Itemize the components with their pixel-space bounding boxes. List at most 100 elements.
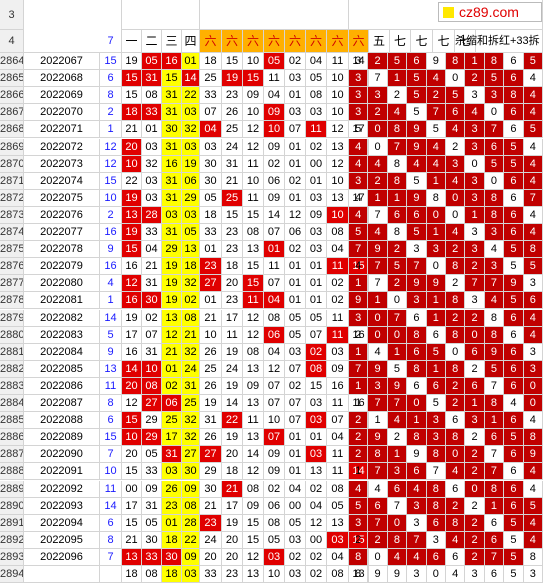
- group2-cell: 08: [264, 514, 285, 532]
- group1-cell: 03: [142, 189, 162, 207]
- group3-cell: 6: [484, 138, 505, 156]
- group2-cell: 02: [285, 548, 306, 566]
- group2-cell: 21: [200, 497, 222, 515]
- group1-cell: 08: [182, 497, 200, 515]
- group3-cell: 3: [349, 87, 369, 105]
- group1-cell: 05: [142, 446, 162, 464]
- group1-cell: 31: [142, 343, 162, 361]
- count-cell: 13: [100, 360, 122, 378]
- group2-cell: 10: [243, 104, 264, 122]
- group1-cell: 02: [162, 377, 182, 395]
- group3-cell: 8: [484, 326, 505, 344]
- group2-cell: 01: [285, 258, 306, 276]
- group2-cell: 18: [200, 53, 222, 71]
- group2-cell: 01: [285, 138, 306, 156]
- group3-cell: 8: [446, 292, 466, 310]
- group2-cell: 23: [222, 241, 243, 259]
- group1-cell: 30: [162, 548, 182, 566]
- issue-id-cell: 2022082: [24, 309, 100, 327]
- group2-cell: 03: [285, 531, 306, 549]
- group1-cell: 12: [122, 395, 142, 413]
- group2-cell: 01: [285, 292, 306, 310]
- row-header: 2865: [0, 70, 24, 88]
- group3-header: 七: [433, 30, 455, 53]
- group3-cell: 4: [426, 70, 446, 88]
- group2-cell: 03: [285, 566, 306, 583]
- group3-cell: 0: [387, 292, 408, 310]
- group1-header: 三: [162, 30, 182, 53]
- group3-cell: 4: [523, 463, 543, 481]
- group2-cell: 18: [200, 206, 222, 224]
- group2-cell: 15: [222, 206, 243, 224]
- issue-id-cell: 2022075: [24, 189, 100, 207]
- group2-cell: 25: [222, 189, 243, 207]
- row-header: 2892: [0, 531, 24, 549]
- group2-cell: 02: [327, 275, 349, 293]
- group3-cell: 0: [446, 446, 466, 464]
- group3-cell: 8: [426, 480, 446, 498]
- group2-cell: 01: [285, 429, 306, 447]
- group2-cell: 07: [200, 104, 222, 122]
- group1-cell: 01: [182, 53, 200, 71]
- group1-cell: 15: [122, 241, 142, 259]
- group3-cell: 8: [387, 531, 408, 549]
- group2-cell: 01: [306, 258, 327, 276]
- group3-cell: 9: [484, 343, 505, 361]
- count-cell: 10: [100, 189, 122, 207]
- group2-cell: 04: [264, 343, 285, 361]
- group3-cell: 5: [426, 395, 446, 413]
- group2-cell: 30: [200, 172, 222, 190]
- issue-id-cell: 2022094: [24, 514, 100, 532]
- issue-id-cell: 2022085: [24, 360, 100, 378]
- group3-cell: 3: [523, 343, 543, 361]
- group2-cell: 08: [243, 343, 264, 361]
- group1-top: [122, 0, 200, 30]
- group1-cell: 20: [122, 138, 142, 156]
- group2-cell: 05: [285, 309, 306, 327]
- group3-cell: 5: [523, 258, 543, 276]
- group1-cell: 03: [142, 138, 162, 156]
- group1-cell: 33: [142, 224, 162, 242]
- group3-cell: 8: [426, 446, 446, 464]
- group3-cell: 7: [387, 138, 408, 156]
- group1-cell: 16: [162, 53, 182, 71]
- group1-cell: 08: [142, 87, 162, 105]
- group3-cell: 5: [484, 360, 505, 378]
- group2-cell: 09: [264, 446, 285, 464]
- issue-id-cell: 2022077: [24, 224, 100, 242]
- issue-id-cell: 2022076: [24, 206, 100, 224]
- group3-cell: 9: [387, 377, 408, 395]
- group2-cell: 03: [306, 446, 327, 464]
- group1-cell: 31: [162, 138, 182, 156]
- group3-cell: 0: [368, 138, 388, 156]
- group3-cell: 0: [465, 480, 485, 498]
- group2-cell: 21: [222, 172, 243, 190]
- group2-cell: 30: [200, 155, 222, 173]
- group2-cell: 12: [306, 514, 327, 532]
- group1-cell: 14: [182, 70, 200, 88]
- group3-cell: 6: [504, 463, 524, 481]
- group3-cell: 5: [387, 258, 408, 276]
- group3-cell: 6: [504, 343, 524, 361]
- group2-cell: 17: [222, 309, 243, 327]
- row-header: 2886: [0, 429, 24, 447]
- group3-cell: 0: [426, 206, 446, 224]
- group3-cell: 3: [407, 241, 427, 259]
- issue-id-cell: [24, 566, 100, 583]
- group3-cell: 6: [484, 429, 505, 447]
- group3-cell: 0: [446, 343, 466, 361]
- group2-cell: 03: [306, 224, 327, 242]
- count-cell: 2: [100, 104, 122, 122]
- group3-cell: 4: [523, 480, 543, 498]
- group2-cell: 09: [264, 463, 285, 481]
- group3-cell: 3: [523, 566, 543, 583]
- group1-cell: 06: [162, 395, 182, 413]
- group3-cell: 0: [407, 395, 427, 413]
- group2-header: 六: [306, 30, 327, 53]
- group3-cell: 3: [465, 172, 485, 190]
- group3-cell: 8: [387, 121, 408, 139]
- group3-cell: 4: [465, 104, 485, 122]
- header-col-c: 7: [100, 30, 122, 53]
- group3-cell: 6: [484, 531, 505, 549]
